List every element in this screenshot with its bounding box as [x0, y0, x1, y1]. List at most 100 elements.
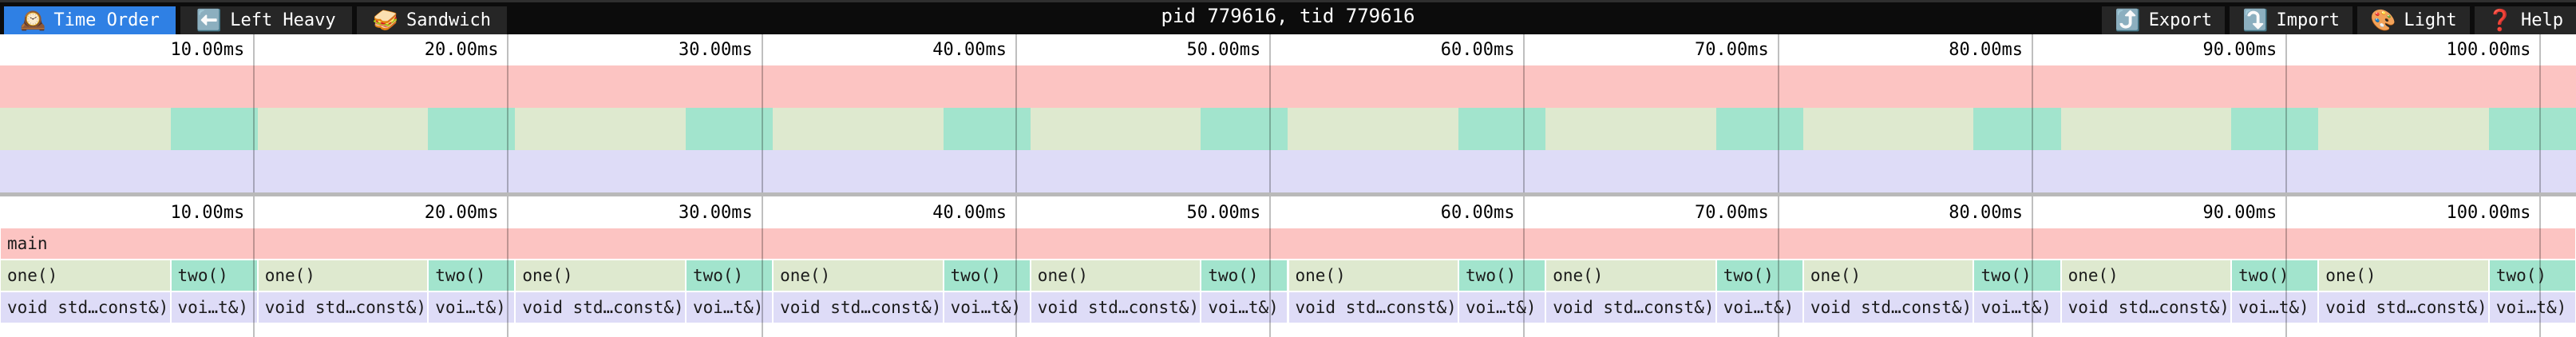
frame-cell[interactable]: one()	[1545, 260, 1716, 291]
time-tick-label: 50.00ms	[1186, 40, 1261, 60]
frame-cell[interactable]: voi…t&)	[1458, 292, 1546, 323]
minimap-band-level2	[0, 150, 2576, 192]
minimap-frame-two	[2231, 108, 2319, 150]
flame-row-1: one() two() one() two() one() two() one() two()…	[0, 260, 2576, 291]
frame-cell[interactable]: voi…t&)	[685, 292, 774, 323]
frame-cell[interactable]: one()	[257, 260, 429, 291]
frame-cell[interactable]: void std…const&)	[1288, 292, 1459, 323]
frame-cell[interactable]: two()	[428, 260, 516, 291]
frame-cell[interactable]: two()	[2231, 260, 2319, 291]
frame-cell[interactable]: one()	[515, 260, 686, 291]
time-tick-label: 10.00ms	[170, 202, 245, 223]
time-tick-label: 100.00ms	[2446, 40, 2531, 60]
frame-cell[interactable]: one()	[0, 260, 171, 291]
time-tick-label: 100.00ms	[2446, 202, 2531, 223]
frame-cell[interactable]: voi…t&)	[1715, 292, 1803, 323]
frame-cell[interactable]: void std…const&)	[257, 292, 429, 323]
time-tick-label: 80.00ms	[1949, 40, 2023, 60]
flamechart-rows: main one() two() one() two() one() two() one()…	[0, 228, 2576, 323]
import-button[interactable]: ⤵️ Import	[2230, 6, 2353, 34]
minimap-frame-two	[428, 108, 516, 150]
minimap-frame-two	[685, 108, 774, 150]
frame-cell[interactable]: one()	[1030, 260, 1201, 291]
minimap-frame-two	[943, 108, 1031, 150]
frame-cell[interactable]: voi…t&)	[428, 292, 516, 323]
time-tick-label: 10.00ms	[170, 40, 245, 60]
minimap-frame-two	[1458, 108, 1546, 150]
frame-cell[interactable]: one()	[773, 260, 944, 291]
frame-cell[interactable]: void std…const&)	[1545, 292, 1716, 323]
frame-cell[interactable]: voi…t&)	[1973, 292, 2061, 323]
time-tick-label: 60.00ms	[1440, 202, 1515, 223]
time-tick-label: 40.00ms	[932, 202, 1007, 223]
theme-toggle-button[interactable]: 🎨 Light	[2357, 6, 2470, 34]
frame-cell[interactable]: voi…t&)	[170, 292, 258, 323]
time-tick-label: 30.00ms	[679, 40, 753, 60]
frame-cell[interactable]: voi…t&)	[943, 292, 1031, 323]
palette-icon: 🎨	[2370, 8, 2396, 33]
tab-time-order-label: Time Order	[53, 10, 160, 30]
help-button[interactable]: ❓ Help	[2474, 6, 2576, 34]
tab-sandwich-label: Sandwich	[406, 10, 491, 30]
minimap-band-main	[0, 65, 2576, 108]
time-tick-label: 20.00ms	[424, 202, 499, 223]
frame-cell[interactable]: void std…const&)	[773, 292, 944, 323]
time-tick-label: 90.00ms	[2202, 40, 2277, 60]
tab-left-heavy[interactable]: ⬅️ Left Heavy	[180, 6, 352, 34]
export-arrow-icon: ⤴️	[2115, 8, 2141, 33]
time-tick-label: 30.00ms	[679, 202, 753, 223]
flame-row-2: void std…const&) voi…t&) void std…const&) v…	[0, 292, 2576, 323]
frame-cell[interactable]: two()	[1201, 260, 1288, 291]
frame-cell[interactable]: two()	[170, 260, 258, 291]
frame-cell[interactable]: main	[0, 228, 2576, 259]
frame-cell[interactable]: void std…const&)	[2060, 292, 2232, 323]
time-tick-label: 40.00ms	[932, 40, 1007, 60]
frame-cell[interactable]: two()	[1458, 260, 1546, 291]
minimap-band-level1	[0, 108, 2576, 150]
tab-left-heavy-label: Left Heavy	[230, 10, 336, 30]
frame-cell[interactable]: two()	[1973, 260, 2061, 291]
window-title: pid 779616, tid 779616	[1161, 5, 1415, 27]
frame-cell[interactable]: two()	[685, 260, 774, 291]
time-tick-label: 50.00ms	[1186, 202, 1261, 223]
frame-cell[interactable]: void std…const&)	[2318, 292, 2489, 323]
view-mode-tabs: 🕰️ Time Order ⬅️ Left Heavy 🥪 Sandwich	[4, 2, 507, 34]
toolbar: 🕰️ Time Order ⬅️ Left Heavy 🥪 Sandwich p…	[0, 0, 2576, 34]
frame-cell[interactable]: void std…const&)	[1030, 292, 1201, 323]
import-button-label: Import	[2276, 10, 2341, 30]
flamechart-time-axis: 10.00ms 20.00ms 30.00ms 40.00ms 50.00ms 60.00…	[0, 196, 2576, 228]
minimap-frame-two	[1973, 108, 2061, 150]
frame-cell[interactable]: one()	[1802, 260, 1974, 291]
frame-cell[interactable]: one()	[2060, 260, 2232, 291]
minimap-frame-two	[1715, 108, 1803, 150]
frame-cell[interactable]: one()	[2318, 260, 2489, 291]
frame-cell[interactable]: void std…const&)	[515, 292, 686, 323]
toolbar-actions: ⤴️ Export ⤵️ Import 🎨 Light ❓ Help	[2102, 2, 2576, 34]
minimap-frame-two	[170, 108, 258, 150]
frame-cell[interactable]: one()	[1288, 260, 1459, 291]
time-tick-label: 60.00ms	[1440, 40, 1515, 60]
frame-cell[interactable]: voi…t&)	[2488, 292, 2576, 323]
time-tick-label: 80.00ms	[1949, 202, 2023, 223]
frame-cell[interactable]: void std…const&)	[1802, 292, 1974, 323]
mantel-clock-icon: 🕰️	[20, 8, 46, 33]
panel-divider	[0, 192, 2576, 196]
time-tick-label: 20.00ms	[424, 40, 499, 60]
tab-sandwich[interactable]: 🥪 Sandwich	[356, 6, 507, 34]
frame-cell[interactable]: voi…t&)	[2231, 292, 2319, 323]
minimap-frame-two	[1201, 108, 1288, 150]
frame-cell[interactable]: void std…const&)	[0, 292, 171, 323]
question-mark-icon: ❓	[2487, 8, 2514, 33]
flamechart-panel: 10.00ms 20.00ms 30.00ms 40.00ms 50.00ms 60.00…	[0, 196, 2576, 337]
frame-cell[interactable]: two()	[2488, 260, 2576, 291]
minimap[interactable]: 10.00ms 20.00ms 30.00ms 40.00ms 50.00ms 60.00…	[0, 34, 2576, 192]
sandwich-icon: 🥪	[372, 8, 399, 33]
frame-cell[interactable]: voi…t&)	[1201, 292, 1288, 323]
tab-time-order[interactable]: 🕰️ Time Order	[4, 6, 176, 34]
frame-cell[interactable]: two()	[943, 260, 1031, 291]
export-button[interactable]: ⤴️ Export	[2102, 6, 2226, 34]
frame-cell[interactable]: two()	[1715, 260, 1803, 291]
flame-row-0: main	[0, 228, 2576, 259]
theme-toggle-label: Light	[2404, 10, 2457, 30]
